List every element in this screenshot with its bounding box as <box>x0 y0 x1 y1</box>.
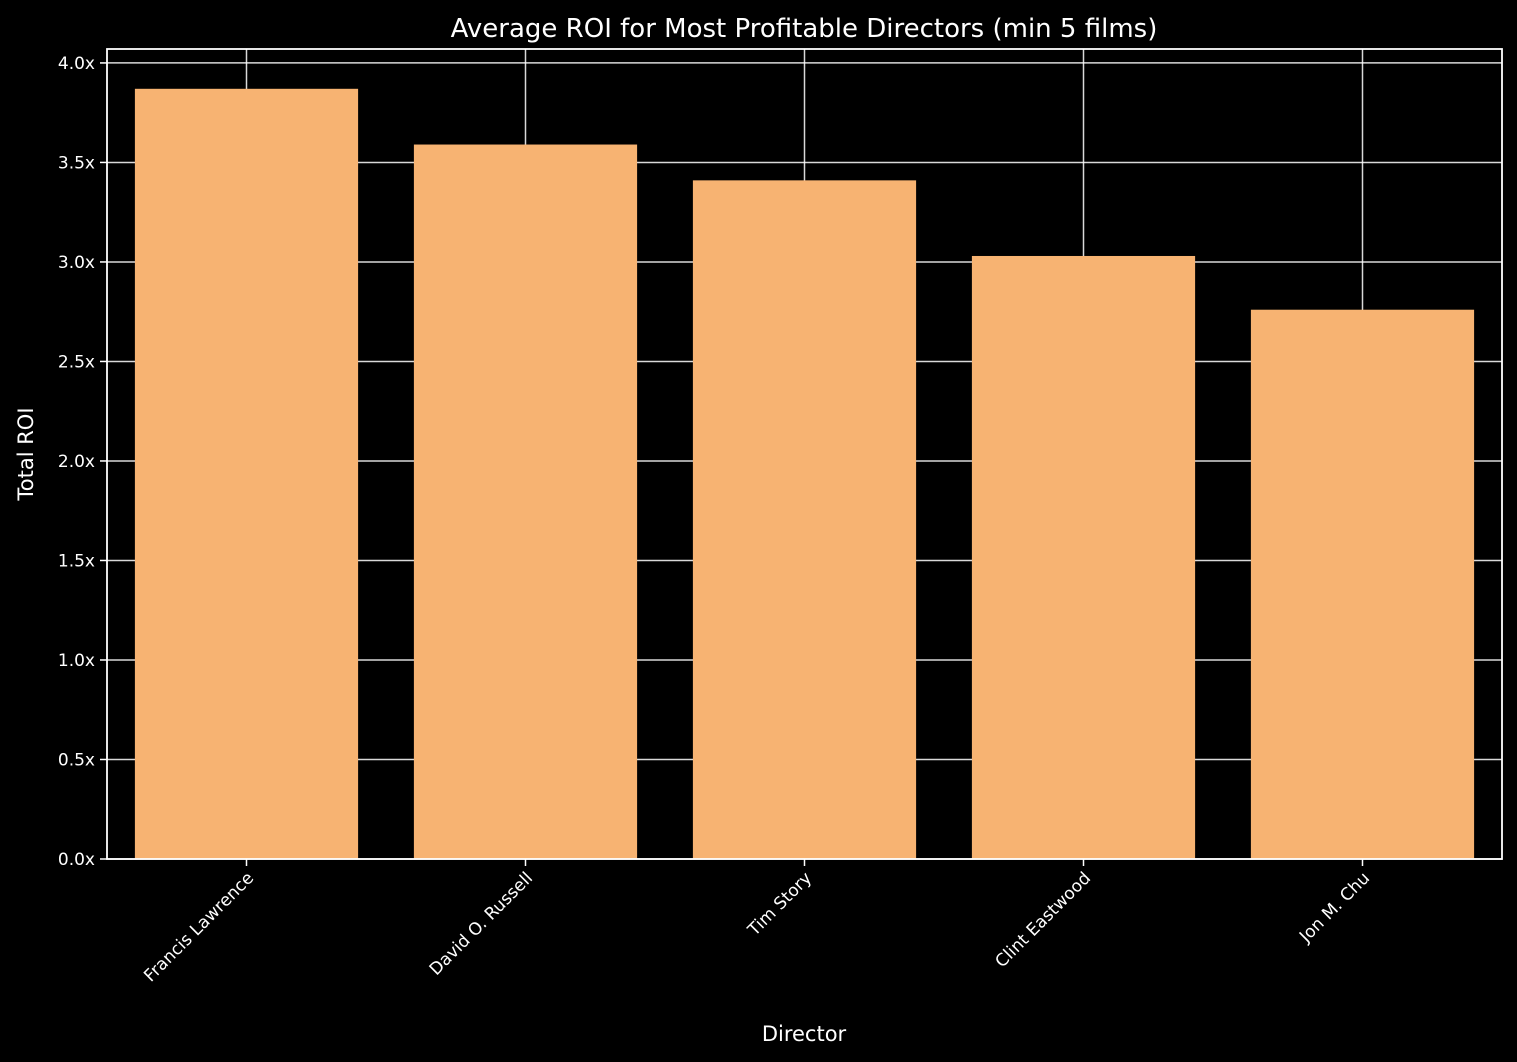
y-tick-label: 2.0x <box>58 452 95 472</box>
bar <box>134 88 359 859</box>
y-tick-label: 3.0x <box>58 253 95 273</box>
y-tick-label: 2.5x <box>58 352 95 372</box>
bar <box>413 144 638 859</box>
y-tick-label: 1.5x <box>58 551 95 571</box>
y-axis-label: Total ROI <box>14 407 38 501</box>
chart-title: Average ROI for Most Profitable Director… <box>451 14 1158 44</box>
bar <box>971 255 1196 859</box>
y-tick-label: 3.5x <box>58 153 95 173</box>
plot-frame <box>106 48 1503 860</box>
y-tick-label: 4.0x <box>58 54 95 74</box>
y-tick-label: 0.0x <box>58 850 95 870</box>
y-tick-label: 1.0x <box>58 651 95 671</box>
bar <box>692 180 917 860</box>
bar <box>1250 309 1475 859</box>
bars-layer <box>134 88 1475 860</box>
x-axis-label: Director <box>762 1022 847 1046</box>
y-tick-label: 0.5x <box>58 750 95 770</box>
